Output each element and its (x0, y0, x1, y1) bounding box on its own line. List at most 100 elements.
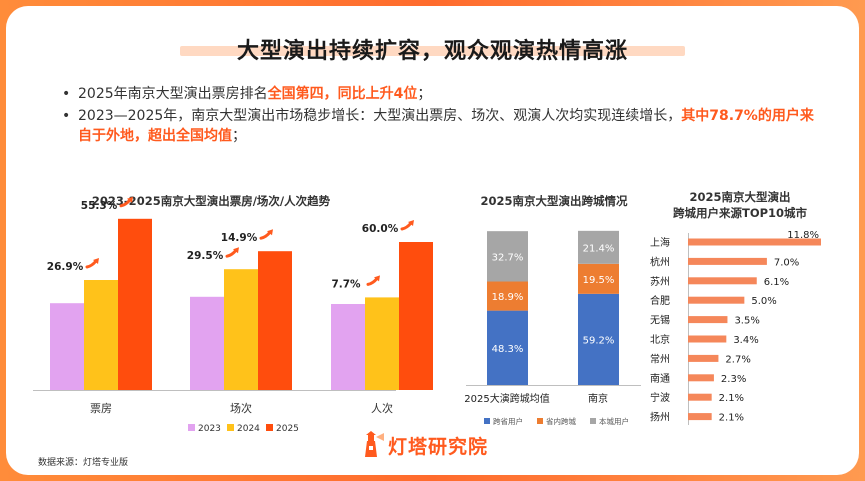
value-label: 7.0% (774, 257, 799, 268)
growth-label: 7.7% (331, 278, 361, 290)
city-label: 北京 (650, 333, 670, 346)
growth-arrow-head-icon (267, 229, 273, 236)
city-label: 杭州 (650, 255, 670, 268)
category-label: 人次 (371, 401, 393, 415)
legend-swatch (266, 424, 273, 431)
stacked-segment (578, 230, 619, 264)
city-label: 合肥 (650, 294, 670, 307)
city-bar (688, 374, 714, 382)
growth-arrow-head-icon (374, 275, 380, 282)
legend-swatch (484, 418, 490, 424)
value-label: 3.4% (733, 335, 758, 346)
legend-label: 2024 (237, 424, 260, 434)
bar-2023 (50, 303, 84, 390)
chart1-title: 2023-2025南京大型演出票房/场次/人次趋势 (92, 194, 331, 208)
bar-2024 (84, 280, 118, 390)
logo-text: 灯塔研究院 (388, 435, 489, 458)
category-label: 场次 (230, 401, 252, 415)
city-label: 扬州 (650, 411, 670, 424)
segment-label: 19.5% (583, 275, 615, 286)
value-label: 2.1% (719, 393, 744, 404)
city-bar (688, 316, 728, 324)
value-label: 2.7% (725, 354, 750, 365)
bar-2023 (331, 304, 365, 390)
page-title: 大型演出持续扩容，观众观演热情高涨 (236, 39, 628, 64)
legend-label: 跨省用户 (493, 416, 523, 426)
growth-label: 55.3% (81, 200, 118, 212)
growth-arrow-head-icon (408, 220, 414, 226)
segment-label: 59.2% (583, 335, 615, 346)
growth-label: 60.0% (362, 223, 399, 235)
value-label: 2.3% (721, 374, 746, 385)
bar-2024 (365, 297, 399, 390)
bullet-1: • 2025年南京大型演出票房排名全国第四，同比上升4位； (62, 86, 432, 102)
bullet-text: 2023—2025年，南京大型演出市场稳步增长：大型演出票房、场次、观演人次均实… (78, 108, 814, 144)
growth-label: 14.9% (221, 232, 258, 244)
chart3-title-line1: 2025南京大型演出 (689, 190, 790, 204)
bar-2025 (399, 242, 433, 390)
value-label: 3.5% (734, 316, 759, 327)
segment-label: 32.7% (492, 252, 524, 263)
city-label: 无锡 (650, 314, 670, 327)
bullet-segment: 2023—2025年，南京大型演出市场稳步增长：大型演出票房、场次、观演人次均实… (78, 108, 682, 124)
bar-2023 (190, 296, 224, 390)
legend-swatch (188, 424, 195, 431)
bullet-text: 2025年南京大型演出票房排名全国第四，同比上升4位； (78, 86, 431, 102)
data-source: 数据来源：灯塔专业版 (38, 458, 129, 468)
city-bar (688, 393, 712, 401)
growth-label: 26.9% (47, 261, 84, 273)
city-label: 宁波 (650, 391, 670, 404)
bullet-segment: ； (417, 86, 432, 102)
highlight-text: 其中78.7%的用户来自于外地，超出全国均值 (78, 108, 814, 144)
city-bar (688, 296, 745, 304)
value-label: 6.1% (764, 277, 789, 288)
stacked-segment (578, 263, 619, 294)
category-label: 南京 (588, 392, 608, 405)
bullet-list: • 2025年南京大型演出票房排名全国第四，同比上升4位； • 2023—2025年… (62, 84, 822, 148)
highlight-text: 全国第四，同比上升4位 (267, 86, 418, 102)
city-label: 常州 (650, 352, 670, 365)
city-bar (688, 277, 757, 285)
stacked-segment (487, 310, 528, 385)
stacked-segment (487, 231, 528, 282)
lighthouse-logo-icon (365, 431, 384, 457)
bar-2025 (258, 251, 292, 390)
segment-label: 21.4% (583, 243, 615, 254)
bar-2025 (118, 218, 152, 390)
legend-label: 本城用户 (599, 416, 629, 426)
legend-swatch (227, 424, 234, 431)
bullet-2: • 2023—2025年，南京大型演出市场稳步增长：大型演出票房、场次、观演人次均… (62, 108, 814, 144)
value-label: 2.1% (719, 413, 744, 424)
city-label: 上海 (650, 236, 670, 249)
legend-swatch (590, 418, 596, 424)
value-label: 5.0% (751, 296, 776, 307)
brand-logo: 灯塔研究院 (358, 431, 488, 459)
city-bar (688, 413, 712, 421)
legend-label: 省内跨城 (546, 416, 576, 426)
city-label: 南通 (650, 372, 670, 385)
chart2-title: 2025南京大型演出跨城情况 (480, 194, 628, 208)
city-bar (688, 238, 821, 246)
chart3-title-line2: 跨城用户来源TOP10城市 (673, 206, 808, 220)
growth-arrow-head-icon (93, 258, 99, 264)
growth-arrow-head-icon (127, 196, 133, 203)
legend-swatch (537, 418, 543, 424)
bar-2024 (224, 269, 258, 390)
stacked-segment (578, 293, 619, 385)
category-label: 2025大演跨城均值 (464, 392, 549, 405)
segment-label: 48.3% (492, 344, 524, 355)
legend-label: 2023 (198, 424, 221, 434)
title-highlight (180, 46, 685, 56)
segment-label: 18.9% (492, 292, 524, 303)
city-bar (688, 354, 719, 362)
city-label: 苏州 (650, 275, 670, 288)
bullet-segment: ； (232, 128, 246, 144)
city-bar (688, 257, 767, 265)
value-label: 11.8% (787, 230, 819, 241)
category-label: 票房 (90, 402, 112, 415)
city-bar (688, 335, 727, 343)
stacked-segment (487, 281, 528, 311)
